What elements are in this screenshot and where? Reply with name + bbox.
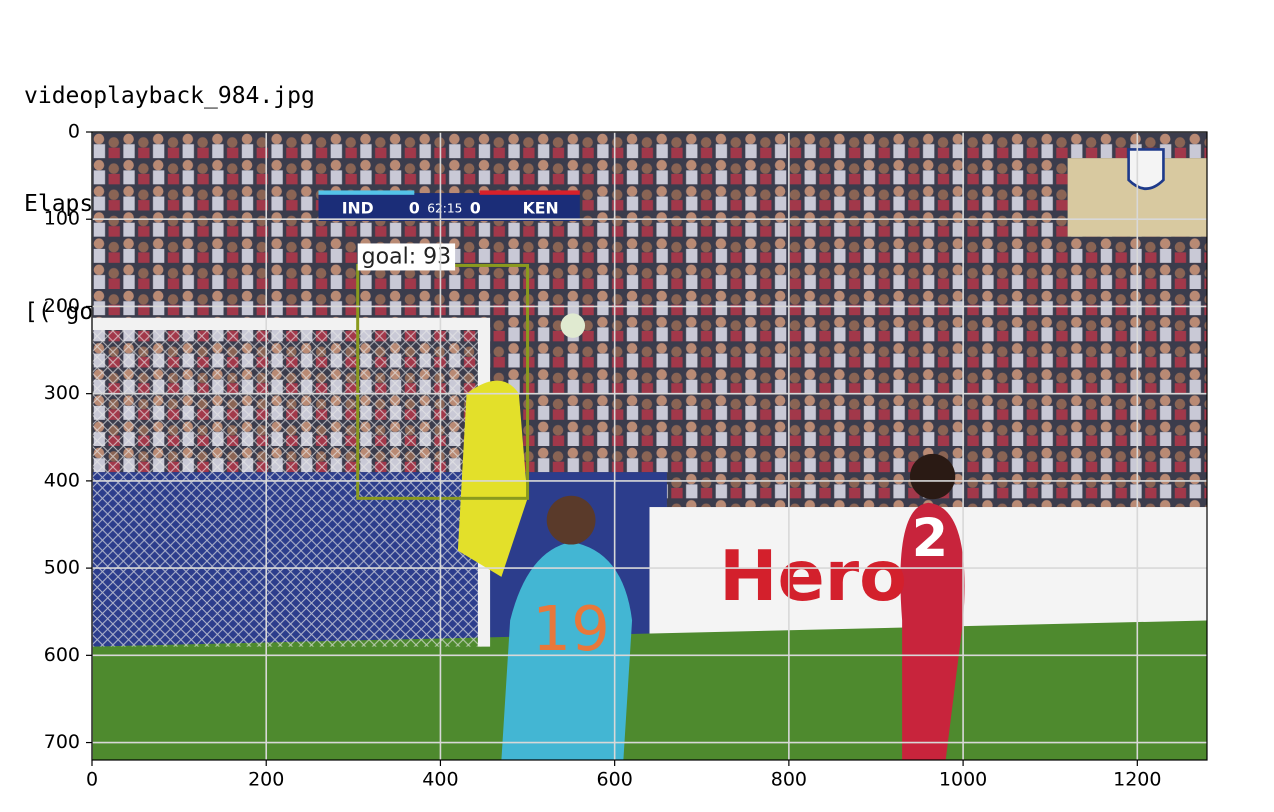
player-19 xyxy=(501,541,633,760)
jersey-number: 19 xyxy=(532,594,610,665)
axes-frame xyxy=(91,131,1208,761)
jersey-number: 2 xyxy=(912,508,948,569)
x-tick-label: 400 xyxy=(422,769,458,791)
goal-net xyxy=(92,323,484,647)
x-tick-label: 800 xyxy=(771,769,807,791)
y-tick-label: 400 xyxy=(44,469,80,491)
image: IND 0 62:15 0 KEN Hero 19 2 xyxy=(92,132,1207,760)
x-tick-label: 0 xyxy=(86,769,98,791)
ball xyxy=(560,313,586,338)
y-tick-label: 500 xyxy=(44,557,80,579)
output-line: videoplayback_984.jpg xyxy=(24,83,315,109)
detection-label-bg xyxy=(357,243,456,271)
y-tick-label: 200 xyxy=(44,295,80,317)
logo xyxy=(1127,148,1165,190)
y-tick-label: 600 xyxy=(44,644,80,666)
x-tick-label: 1200 xyxy=(1113,769,1161,791)
scoreboard-bar xyxy=(479,190,580,195)
y-tick-label: 0 xyxy=(68,121,80,143)
x-tick-label: 600 xyxy=(597,769,633,791)
scoreboard-text: KEN xyxy=(523,198,559,217)
y-tick-label: 300 xyxy=(44,382,80,404)
player-head xyxy=(546,495,596,545)
scoreboard-text: 0 xyxy=(470,198,481,217)
player-head xyxy=(909,453,956,500)
keeper xyxy=(457,380,528,577)
player-2 xyxy=(900,502,965,760)
x-tick-label: 200 xyxy=(248,769,284,791)
scoreboard xyxy=(318,193,580,221)
scoreboard-text: 0 xyxy=(409,198,420,217)
x-tick-label: 1000 xyxy=(939,769,987,791)
board-text: Hero xyxy=(719,536,907,617)
detection-label: goal: 93 xyxy=(362,244,451,269)
scoreboard-text: 62:15 xyxy=(427,201,462,215)
y-tick-label: 100 xyxy=(44,208,80,230)
y-tick-label: 700 xyxy=(44,731,80,753)
scoreboard-bar xyxy=(318,190,415,195)
scoreboard-text: IND xyxy=(342,198,374,217)
